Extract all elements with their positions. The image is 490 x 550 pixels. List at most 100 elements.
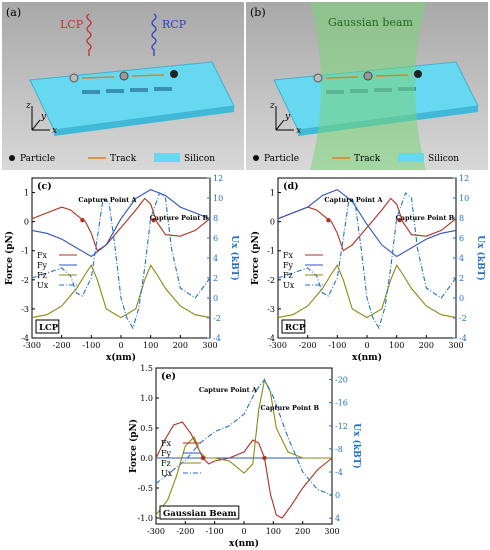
rcp-helix: [151, 13, 157, 56]
chart-d-xtick-label: -100: [328, 341, 346, 350]
chart-d-ylabel: Force (pN): [250, 231, 261, 285]
axis-y-label: y: [40, 112, 47, 122]
chart-d-ytick-label: 0: [270, 218, 275, 227]
panel-b-tag: (b): [250, 6, 266, 19]
chart-d-badge: RCP: [285, 323, 306, 333]
chart-d-series-fz: [277, 264, 457, 319]
chart-c-legend-fx: Fx: [37, 251, 48, 260]
chart-d-badge-box: [281, 319, 306, 334]
waveguide-2: [106, 89, 124, 93]
particle-2: [119, 71, 129, 81]
chart-c-tag: (c): [37, 181, 52, 192]
chart-e-xtick-label: 200: [295, 527, 310, 536]
chart-e-ytick-label: 1.5: [140, 364, 153, 373]
chart-c-ytick-label: 1: [24, 189, 29, 198]
particle-3: [170, 70, 178, 78]
waveguide-3: [130, 88, 148, 92]
legend-particle-b: Particle: [264, 154, 299, 164]
chart-d-y2tick-label: 2: [459, 274, 464, 283]
chart-e-y2label: Ux (kBT): [351, 423, 362, 468]
chart-e-annotation-0: Capture Point A: [199, 386, 258, 394]
chart-e-legend-ux: Ux: [161, 469, 173, 478]
chart-c-legend-ux: Ux: [37, 281, 49, 290]
chart-d-ytick-label: -2: [267, 276, 275, 285]
chart-e-capture-point-0: [200, 455, 206, 461]
gaussian-beam: [310, 2, 426, 170]
chart-d-xtick-label: -200: [299, 341, 317, 350]
chart-c-xtick-label: 100: [143, 341, 158, 350]
legend-track-b: Track: [354, 154, 381, 164]
chart-d-legend-ux: Ux: [283, 281, 295, 290]
chart-c-legend-fy: Fy: [37, 261, 48, 270]
chart-c-series-fy: [31, 188, 211, 258]
chart-e-ylabel: Force (pN): [128, 419, 139, 473]
chart-e-series-ux: [155, 378, 333, 496]
chart-e-xtick-label: -100: [206, 527, 224, 536]
chart-e-xtick-label: -300: [147, 527, 165, 536]
chart-c-ytick-label: -1: [21, 247, 29, 256]
chart-e-y2tick-label: -4: [335, 468, 343, 477]
chart-d-legend-fx: Fx: [283, 251, 294, 260]
chart-c-ytick-label: -2: [21, 276, 29, 285]
panel-a-tag: (a): [6, 6, 21, 19]
chart-c-badge: LCP: [39, 323, 59, 333]
beam-label: Gaussian beam: [328, 16, 413, 29]
chart-d-annotation-0: Capture Point A: [324, 196, 383, 204]
panel-a-schematic: (a) LCP RCP z y x Particle Track Silicon: [2, 2, 244, 170]
chart-c-lcp: -300 -200 -100 0 100 200 300-4-3-2-101-4-20246…: [4, 174, 240, 362]
chart-e-y2tick-label: 0: [335, 491, 340, 500]
chart-d-legend-fz: Fz: [283, 271, 293, 280]
chart-d-xtick-label: 0: [364, 341, 369, 350]
track-arrow-1: [81, 76, 115, 79]
chart-c-y2label: Ux (kBT): [229, 235, 240, 280]
axis-z-label: z: [25, 101, 31, 111]
chart-e-badge: Gaussian Beam: [163, 509, 237, 519]
chart-e-xtick-label: 100: [266, 527, 281, 536]
chart-d-ytick-label: -1: [267, 247, 275, 256]
chart-e-y2tick-label: -16: [335, 399, 348, 408]
legend-particle: Particle: [20, 154, 55, 164]
chart-e-xtick-label: 0: [241, 527, 246, 536]
chart-c-y2tick-label: -4: [213, 334, 221, 343]
chart-e-legend-fy: Fy: [161, 449, 172, 458]
track-arrow-2: [131, 74, 165, 77]
chart-e-xtick-label: -200: [176, 527, 194, 536]
chart-e-xlabel: x(nm): [229, 538, 259, 548]
chart-c-y2tick-label: 12: [213, 174, 223, 183]
axis-z-label-b: z: [269, 101, 275, 111]
chart-c-y2tick-label: 10: [213, 194, 223, 203]
waveguide-1: [82, 90, 100, 94]
chart-c-badge-box: [35, 319, 60, 334]
chart-d-xlabel: x(nm): [352, 352, 382, 362]
silicon-slab-side: [54, 106, 234, 136]
chart-d-y2tick-label: 0: [459, 294, 464, 303]
chart-d-capture-point-1: [397, 217, 402, 223]
particle-1: [69, 73, 79, 83]
chart-c-y2tick-label: 4: [213, 254, 218, 263]
chart-c-xlabel: x(nm): [106, 352, 136, 362]
chart-c-annotation-0: Capture Point A: [78, 196, 137, 204]
chart-c-y2tick-label: -2: [213, 314, 221, 323]
chart-c-y2tick-label: 8: [213, 214, 218, 223]
chart-d-y2tick-label: 10: [459, 194, 469, 203]
axis-y-label-b: y: [284, 112, 291, 122]
chart-c-ylabel: Force (pN): [4, 231, 15, 285]
chart-c-annotation-1: Capture Point B: [150, 214, 209, 222]
chart-d-y2tick-label: -4: [459, 334, 467, 343]
chart-c-xtick-label: 200: [173, 341, 188, 350]
chart-c-y2tick-label: 6: [213, 234, 218, 243]
legend-silicon: Silicon: [184, 154, 215, 164]
chart-d-xtick-label: -300: [269, 341, 287, 350]
chart-d-tag: (d): [283, 181, 299, 192]
chart-c-xtick-label: -300: [23, 341, 41, 350]
chart-e-gaussian: -300 -200 -100 0 100 200 300-1.0-0.50.00.51.01…: [128, 364, 362, 548]
chart-d-capture-point-0: [326, 217, 331, 223]
chart-e-capture-point-1: [262, 455, 267, 461]
chart-d-xtick-label: 200: [419, 341, 434, 350]
chart-e-ytick-label: 0.5: [140, 424, 153, 433]
chart-e-y2tick-label: 4: [335, 514, 340, 523]
chart-c-series-ux: [31, 192, 211, 330]
chart-e-ytick-label: -0.5: [138, 484, 153, 493]
legend-track: Track: [110, 154, 137, 164]
chart-d-y2tick-label: 6: [459, 234, 464, 243]
